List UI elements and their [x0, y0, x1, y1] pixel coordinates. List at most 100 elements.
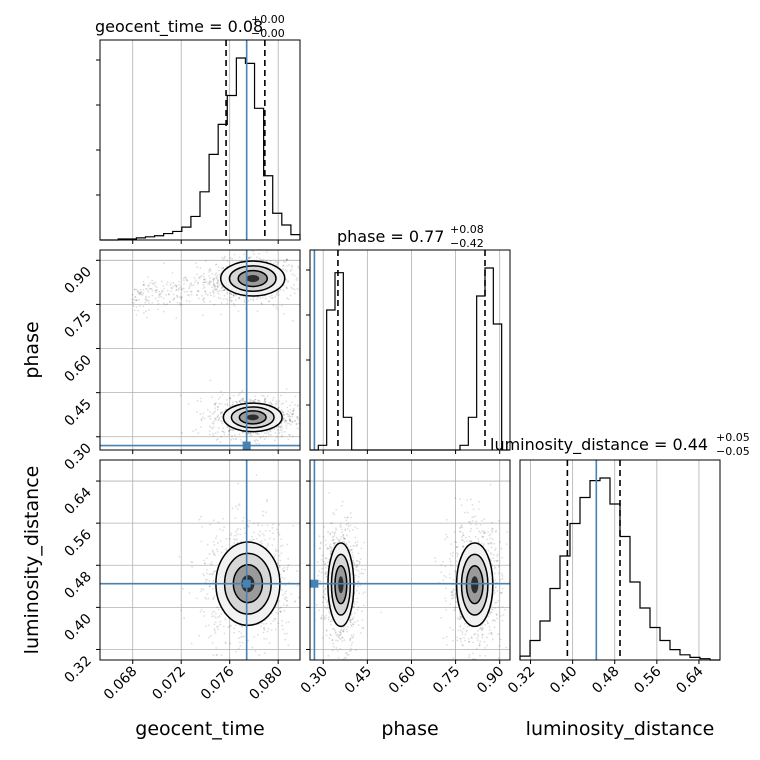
sample-point	[456, 555, 459, 558]
sample-point	[353, 612, 356, 615]
sample-point	[297, 596, 300, 599]
sample-point	[277, 549, 280, 552]
sample-point	[208, 281, 211, 284]
sample-point	[479, 531, 482, 534]
sample-point	[450, 543, 453, 546]
sample-point	[208, 281, 211, 284]
sample-point	[445, 576, 448, 579]
sample-point	[327, 561, 330, 564]
sample-point	[322, 560, 325, 563]
sample-point	[285, 388, 288, 391]
sample-point	[279, 425, 282, 428]
sample-point	[249, 431, 252, 434]
sample-point	[211, 549, 214, 552]
sample-point	[274, 611, 277, 614]
sample-point	[490, 631, 493, 634]
sample-point	[350, 516, 353, 519]
sample-point	[486, 644, 488, 647]
sample-point	[275, 400, 278, 403]
sample-point	[338, 635, 340, 637]
sample-point	[333, 513, 336, 516]
sample-point	[284, 269, 287, 271]
sample-point	[274, 548, 277, 551]
sample-point	[278, 565, 281, 567]
sample-point	[275, 263, 278, 266]
sample-point	[234, 438, 237, 441]
sample-point	[291, 413, 294, 415]
sample-point	[254, 650, 257, 652]
sample-point	[463, 636, 465, 639]
sample-point	[329, 633, 332, 636]
density-fill	[338, 576, 344, 594]
sample-point	[349, 512, 352, 515]
sample-point	[251, 434, 253, 437]
contour-line	[238, 410, 267, 425]
sample-point	[345, 542, 348, 545]
sample-point	[492, 557, 495, 560]
sample-point	[208, 573, 211, 576]
sample-point	[260, 436, 263, 439]
sample-point	[283, 417, 286, 420]
sample-point	[347, 653, 350, 656]
sample-point	[219, 441, 222, 443]
sample-point	[466, 499, 469, 501]
sample-point	[183, 617, 186, 620]
sample-point	[281, 624, 284, 627]
sample-point	[495, 585, 497, 588]
sample-point	[434, 557, 436, 560]
sample-point	[229, 625, 231, 628]
sample-point	[353, 545, 356, 547]
grid-lines	[310, 460, 510, 660]
panel-frame	[99, 39, 301, 241]
sample-point	[263, 534, 265, 537]
sample-point	[474, 515, 477, 517]
sample-point	[346, 528, 349, 530]
sample-point	[323, 616, 326, 619]
sample-point	[232, 294, 235, 297]
sample-point	[464, 633, 467, 636]
sample-point	[344, 528, 347, 531]
sample-point	[342, 630, 345, 632]
sample-point	[250, 399, 253, 402]
sample-point	[455, 546, 458, 549]
sample-point	[138, 298, 140, 301]
sample-point	[490, 553, 493, 556]
sample-point	[208, 636, 210, 639]
sample-point	[283, 430, 286, 433]
sample-point	[175, 285, 178, 288]
sample-point	[151, 301, 154, 304]
sample-point	[271, 526, 274, 529]
sample-point	[172, 298, 175, 300]
sample-point	[257, 439, 259, 442]
sample-point	[248, 539, 251, 542]
y-tick-label-luminosity_distance: 0.64	[61, 485, 94, 518]
sample-point	[268, 295, 271, 298]
sample-point	[486, 619, 488, 622]
sample-point	[292, 410, 294, 413]
sample-point	[175, 294, 178, 297]
sample-point	[340, 528, 343, 531]
sample-point	[244, 532, 247, 535]
sample-point	[211, 396, 214, 399]
sample-point	[216, 626, 218, 629]
sample-point	[221, 257, 223, 259]
sample-point	[217, 521, 220, 524]
sample-point	[281, 544, 284, 547]
sample-point	[144, 296, 147, 299]
sample-point	[209, 563, 212, 566]
sample-point	[131, 293, 134, 296]
sample-point	[214, 632, 217, 635]
sample-point	[352, 616, 355, 619]
sample-point	[289, 419, 291, 422]
sample-point	[285, 264, 288, 267]
sample-point	[214, 403, 217, 405]
sample-point	[504, 608, 506, 611]
sample-point	[497, 564, 500, 567]
sample-point	[483, 530, 486, 533]
sample-point	[471, 504, 474, 506]
sample-point	[320, 617, 323, 620]
sample-point	[494, 619, 497, 622]
sample-point	[238, 400, 241, 403]
sample-point	[139, 293, 142, 296]
sample-point	[238, 503, 241, 506]
